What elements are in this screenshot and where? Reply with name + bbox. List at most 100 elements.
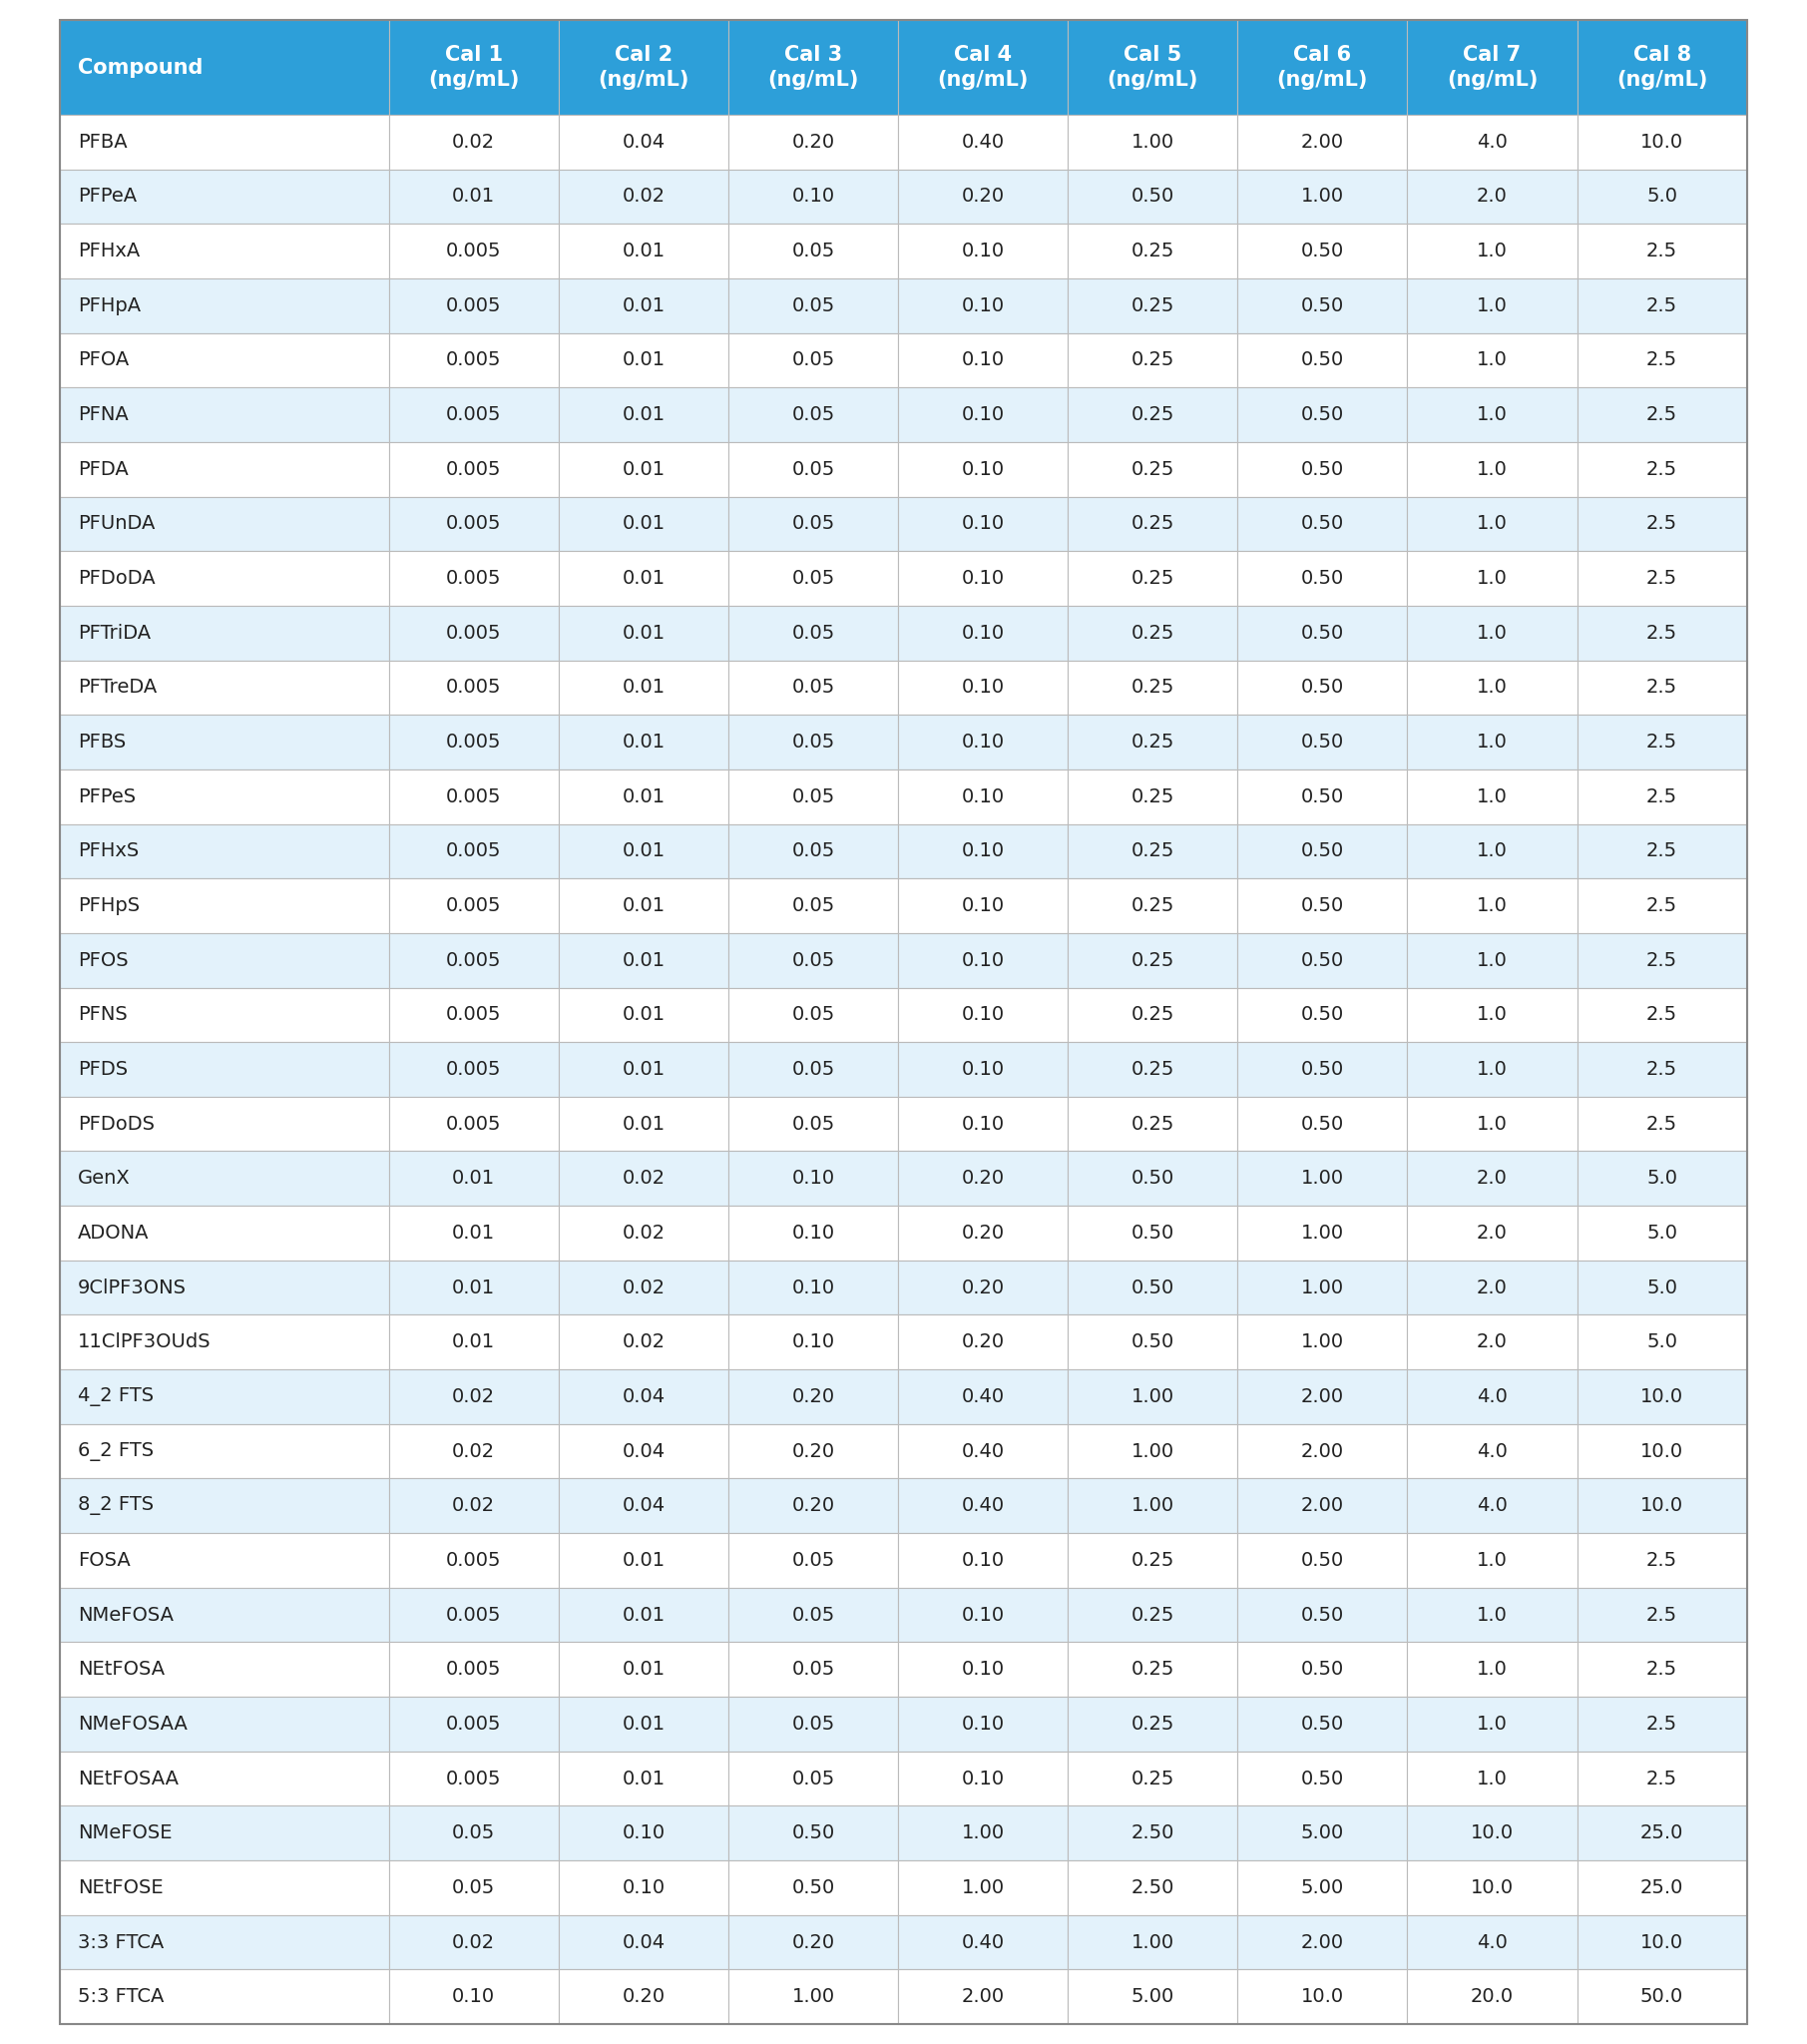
Text: 0.02: 0.02	[622, 1333, 665, 1351]
Bar	[1408, 20, 1578, 114]
Bar	[389, 1314, 558, 1369]
Bar	[60, 114, 389, 170]
Bar	[1408, 879, 1578, 932]
Text: 0.05: 0.05	[791, 842, 835, 861]
Bar	[558, 552, 728, 605]
Text: 5.00: 5.00	[1131, 1987, 1175, 2007]
Text: 1.0: 1.0	[1476, 787, 1507, 805]
Bar	[1068, 333, 1238, 388]
Bar	[558, 278, 728, 333]
Bar	[558, 1697, 728, 1752]
Text: 0.01: 0.01	[622, 1006, 665, 1024]
Text: 0.25: 0.25	[1131, 241, 1175, 262]
Bar	[60, 715, 389, 769]
Text: 0.50: 0.50	[1301, 623, 1344, 642]
Text: 0.50: 0.50	[1301, 515, 1344, 533]
Text: 1.0: 1.0	[1476, 1768, 1507, 1788]
Bar	[1238, 1425, 1408, 1478]
Bar	[728, 1098, 898, 1151]
Bar	[728, 1915, 898, 1970]
Text: 0.10: 0.10	[961, 1061, 1005, 1079]
Text: PFPeS: PFPeS	[78, 787, 136, 805]
Bar	[1238, 1805, 1408, 1860]
Bar	[898, 1860, 1068, 1915]
Text: 2.5: 2.5	[1646, 241, 1677, 262]
Bar	[898, 769, 1068, 824]
Text: 11ClPF3OUdS: 11ClPF3OUdS	[78, 1333, 211, 1351]
Bar	[1578, 1588, 1747, 1641]
Text: 0.01: 0.01	[622, 895, 665, 916]
Text: 1.0: 1.0	[1476, 950, 1507, 969]
Bar	[1408, 824, 1578, 879]
Text: 0.05: 0.05	[452, 1878, 495, 1897]
Bar	[1238, 1042, 1408, 1098]
Text: 0.50: 0.50	[1301, 352, 1344, 370]
Text: 0.01: 0.01	[622, 1768, 665, 1788]
Bar	[1578, 278, 1747, 333]
Bar	[60, 932, 389, 987]
Text: 0.50: 0.50	[1131, 1278, 1175, 1298]
Bar	[60, 660, 389, 715]
Text: 0.50: 0.50	[1301, 460, 1344, 478]
Bar	[728, 1970, 898, 2024]
Text: 2.0: 2.0	[1476, 1278, 1507, 1298]
Bar	[1578, 605, 1747, 660]
Bar	[1068, 497, 1238, 552]
Bar	[1238, 1533, 1408, 1588]
Text: 0.01: 0.01	[622, 568, 665, 589]
Text: 2.5: 2.5	[1646, 623, 1677, 642]
Text: 0.05: 0.05	[791, 1715, 835, 1733]
Text: 0.01: 0.01	[622, 1605, 665, 1625]
Bar	[1408, 1805, 1578, 1860]
Bar	[558, 715, 728, 769]
Text: 0.05: 0.05	[791, 679, 835, 697]
Bar	[558, 388, 728, 442]
Text: 10.0: 10.0	[1471, 1878, 1514, 1897]
Bar	[898, 1970, 1068, 2024]
Bar	[1408, 660, 1578, 715]
Bar	[1408, 114, 1578, 170]
Bar	[1068, 1261, 1238, 1314]
Text: 2.0: 2.0	[1476, 188, 1507, 206]
Bar	[728, 1369, 898, 1425]
Bar	[1578, 1369, 1747, 1425]
Bar	[898, 879, 1068, 932]
Text: 10.0: 10.0	[1641, 1496, 1684, 1515]
Text: 5.00: 5.00	[1301, 1823, 1344, 1842]
Text: 2.00: 2.00	[961, 1987, 1005, 2007]
Bar	[1068, 660, 1238, 715]
Bar	[558, 1425, 728, 1478]
Bar	[389, 1042, 558, 1098]
Bar	[60, 1369, 389, 1425]
Text: 0.50: 0.50	[1131, 1169, 1175, 1188]
Bar	[898, 497, 1068, 552]
Bar	[558, 769, 728, 824]
Text: 2.5: 2.5	[1646, 787, 1677, 805]
Text: 0.01: 0.01	[622, 1061, 665, 1079]
Text: Cal 2
(ng/mL): Cal 2 (ng/mL)	[598, 45, 688, 90]
Text: 0.50: 0.50	[1301, 405, 1344, 425]
Bar	[389, 769, 558, 824]
Bar	[558, 333, 728, 388]
Bar	[898, 388, 1068, 442]
Bar	[728, 333, 898, 388]
Text: 0.50: 0.50	[1301, 1660, 1344, 1678]
Bar	[898, 1588, 1068, 1641]
Text: 0.05: 0.05	[791, 1768, 835, 1788]
Text: 1.0: 1.0	[1476, 1660, 1507, 1678]
Text: 0.50: 0.50	[1301, 842, 1344, 861]
Text: 20.0: 20.0	[1471, 1987, 1514, 2007]
Text: PFHpS: PFHpS	[78, 895, 139, 916]
Text: 4.0: 4.0	[1476, 1934, 1507, 1952]
Bar	[898, 1098, 1068, 1151]
Text: NMeFOSE: NMeFOSE	[78, 1823, 172, 1842]
Text: 2.5: 2.5	[1646, 1551, 1677, 1570]
Text: 0.40: 0.40	[961, 1496, 1005, 1515]
Bar	[1238, 660, 1408, 715]
Bar	[389, 987, 558, 1042]
Text: Cal 8
(ng/mL): Cal 8 (ng/mL)	[1615, 45, 1708, 90]
Text: 5.0: 5.0	[1646, 1278, 1677, 1298]
Bar	[1578, 987, 1747, 1042]
Bar	[389, 932, 558, 987]
Text: 0.01: 0.01	[622, 352, 665, 370]
